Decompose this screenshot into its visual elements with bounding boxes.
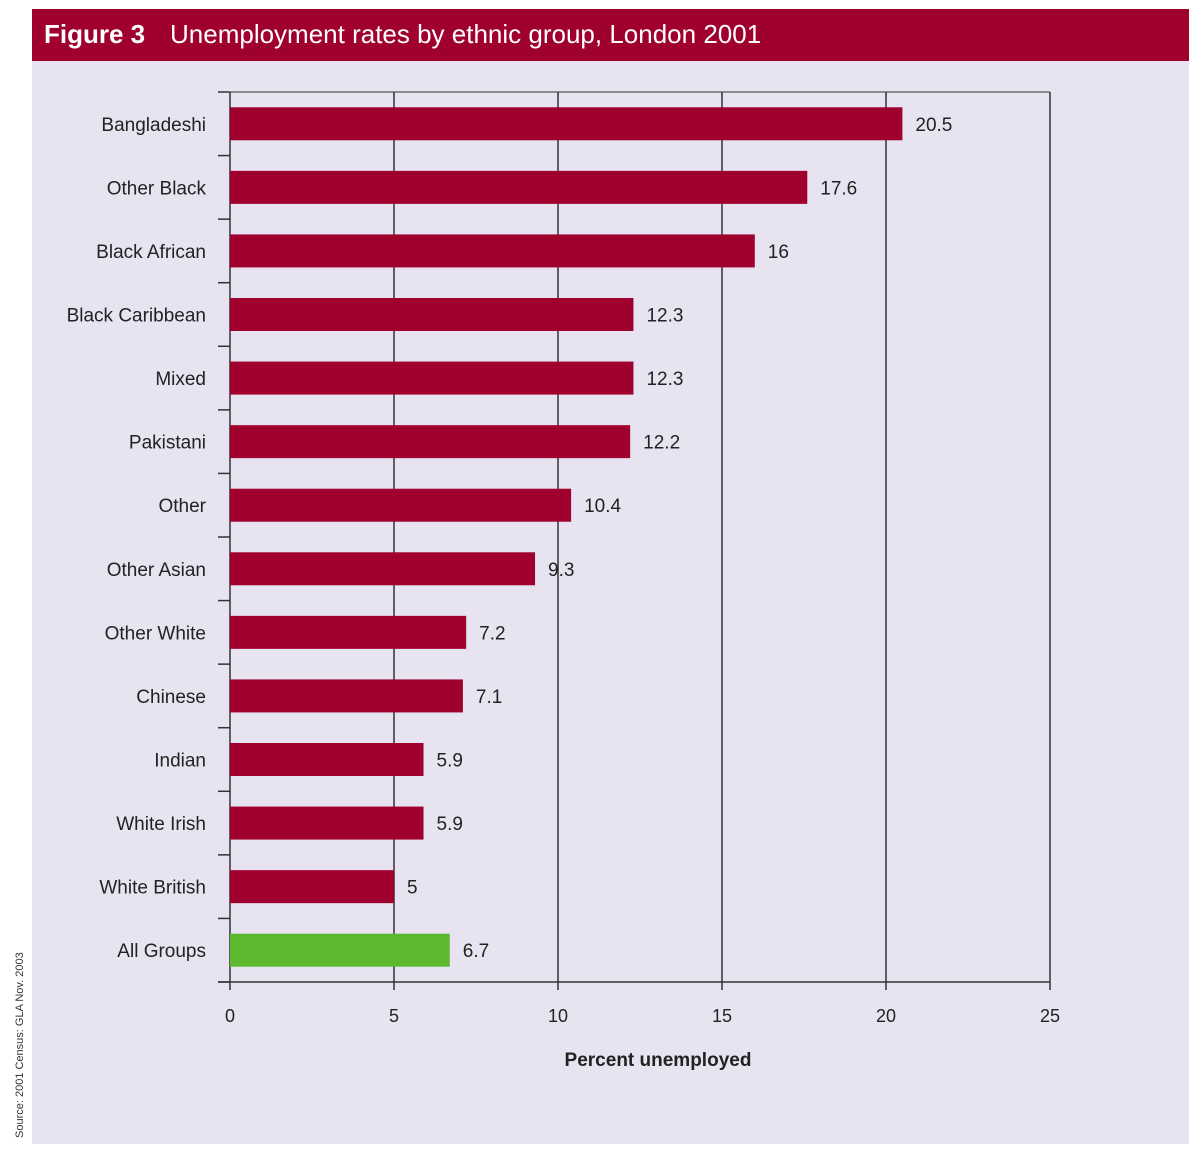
x-axis-title: Percent unemployed <box>565 1050 752 1071</box>
gridlines <box>218 91 1051 990</box>
bar-white-irish <box>230 806 424 840</box>
bar-other-asian <box>230 552 536 586</box>
value-label: 5 <box>407 878 418 899</box>
category-label: Bangladeshi <box>101 115 206 136</box>
bar-chart: 0 5 10 15 20 25 Bangladeshi 20.5 Other Black 17.6… <box>67 91 1060 1071</box>
value-label: 7.1 <box>476 687 502 708</box>
category-label: Chinese <box>136 687 206 708</box>
bar-pakistani <box>230 425 631 459</box>
category-label: Other White <box>105 623 206 644</box>
category-label: Pakistani <box>129 433 206 454</box>
bar-other <box>230 488 572 522</box>
value-label: 5.9 <box>437 814 463 835</box>
value-label: 12.3 <box>646 306 683 327</box>
category-label: White British <box>99 878 206 899</box>
chart-panel: 0 5 10 15 20 25 Bangladeshi 20.5 Other Black 17.6… <box>32 61 1189 1144</box>
bars <box>230 107 903 967</box>
x-tick-label: 20 <box>876 1006 896 1026</box>
x-tick-label: 15 <box>712 1006 732 1026</box>
figure-title: Unemployment rates by ethnic group, Lond… <box>170 19 762 49</box>
labels: 0 5 10 15 20 25 Bangladeshi 20.5 Other Black 17.6… <box>67 115 1060 1026</box>
figure-label: Figure 3 <box>44 19 146 49</box>
category-label: White Irish <box>116 814 206 835</box>
bar-bangladeshi <box>230 107 903 141</box>
value-label: 12.3 <box>646 369 683 390</box>
bar-all-groups <box>230 933 450 967</box>
x-tick-label: 25 <box>1040 1006 1060 1026</box>
bar-chinese <box>230 679 463 713</box>
value-label: 12.2 <box>643 433 680 454</box>
category-label: All Groups <box>117 941 206 962</box>
category-label: Black Caribbean <box>67 306 206 327</box>
category-label: Other Asian <box>107 560 206 581</box>
bar-indian <box>230 743 424 776</box>
category-label: Mixed <box>155 369 206 390</box>
bar-other-black <box>230 170 808 204</box>
figure-header: Figure 3 Unemployment rates by ethnic gr… <box>32 9 1189 61</box>
x-tick-label: 0 <box>225 1006 235 1026</box>
value-label: 9.3 <box>548 560 574 581</box>
bar-black-african <box>230 234 755 268</box>
value-label: 17.6 <box>820 178 857 199</box>
value-label: 20.5 <box>915 115 952 136</box>
category-label: Indian <box>154 751 206 772</box>
x-tick-label: 10 <box>548 1006 568 1026</box>
value-label: 6.7 <box>463 941 489 962</box>
value-label: 10.4 <box>584 496 621 517</box>
bar-other-white <box>230 615 467 649</box>
source-note: Source: 2001 Census: GLA Nov. 2003 <box>14 952 26 1138</box>
value-label: 5.9 <box>437 751 463 772</box>
value-label: 7.2 <box>479 623 505 644</box>
x-tick-label: 5 <box>389 1006 399 1026</box>
category-label: Other Black <box>107 178 207 199</box>
bar-black-caribbean <box>230 298 634 331</box>
bar-white-british <box>230 870 394 904</box>
category-label: Other <box>158 496 206 517</box>
bar-mixed <box>230 361 634 395</box>
value-label: 16 <box>768 242 789 263</box>
category-label: Black African <box>96 242 206 263</box>
